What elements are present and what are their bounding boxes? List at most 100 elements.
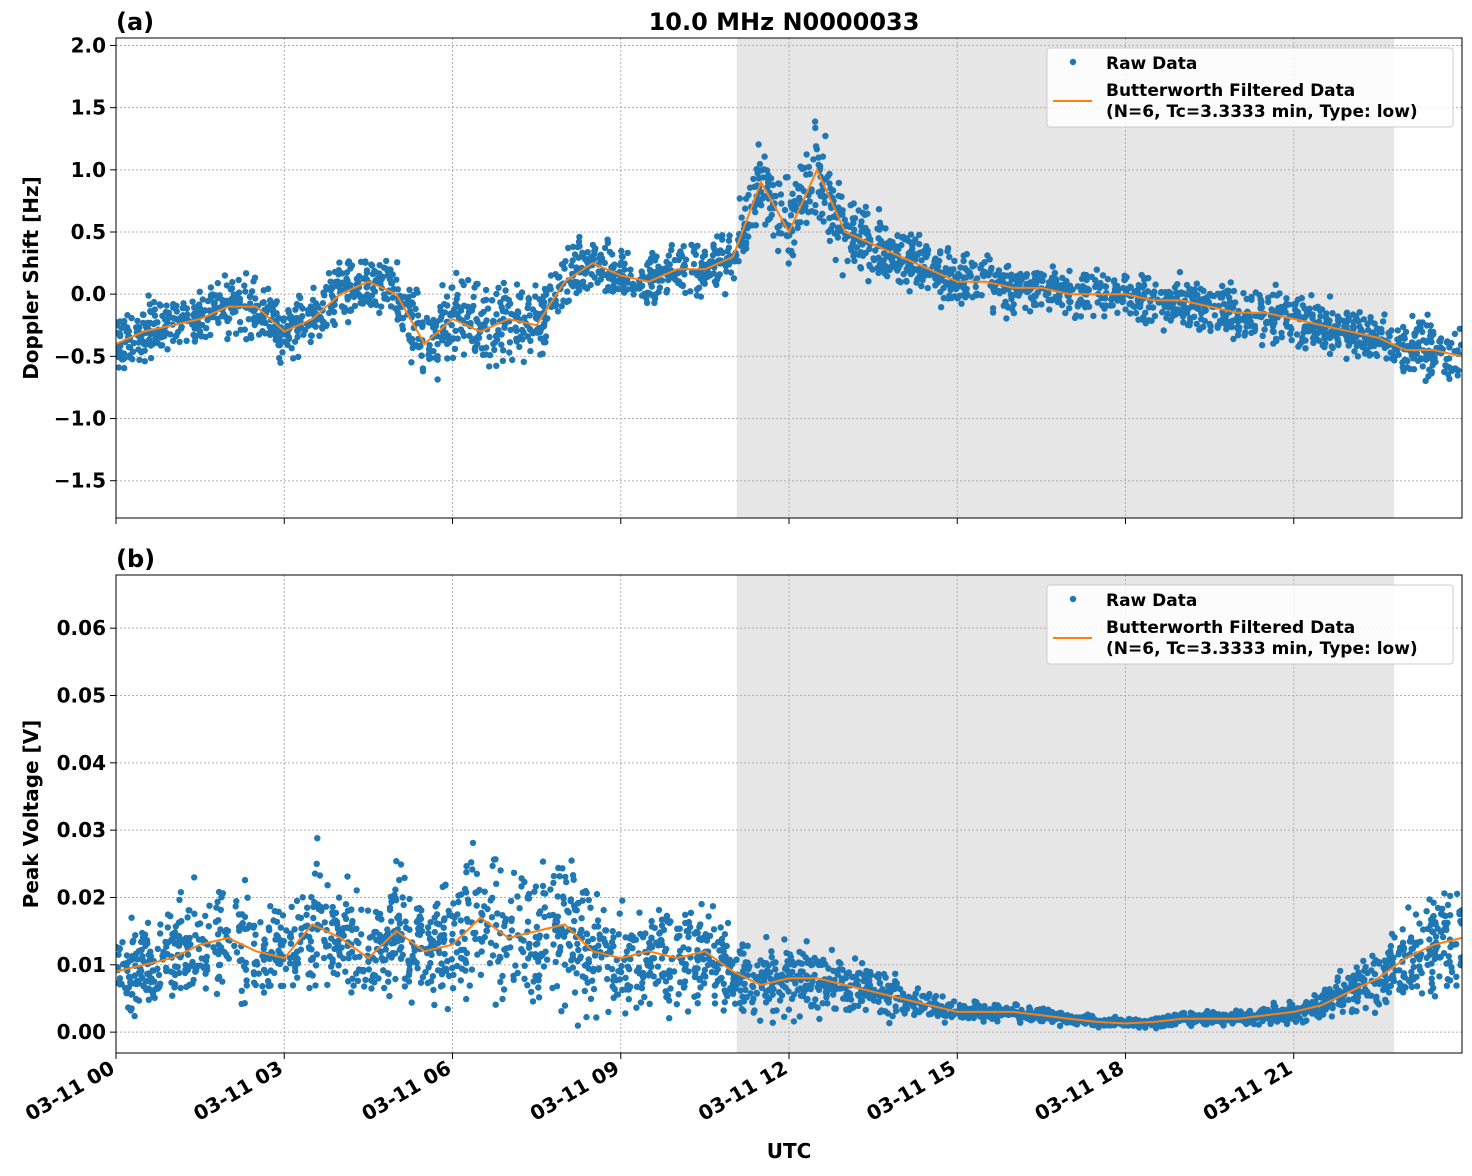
- raw-point: [415, 312, 421, 318]
- raw-point: [875, 235, 881, 241]
- raw-point: [392, 976, 398, 982]
- raw-point: [414, 965, 420, 971]
- raw-point: [803, 171, 809, 177]
- raw-point: [612, 986, 618, 992]
- raw-point: [380, 967, 386, 973]
- raw-point: [295, 956, 301, 962]
- raw-point: [594, 891, 600, 897]
- raw-point: [511, 312, 517, 318]
- raw-point: [897, 279, 903, 285]
- raw-point: [625, 964, 631, 970]
- raw-point: [770, 1008, 776, 1014]
- y-tick-label: −1.5: [54, 469, 106, 493]
- raw-point: [306, 985, 312, 991]
- raw-point: [916, 250, 922, 256]
- raw-point: [490, 952, 496, 958]
- raw-point: [913, 279, 919, 285]
- raw-point: [739, 994, 745, 1000]
- raw-point: [740, 248, 746, 254]
- raw-point: [540, 858, 546, 864]
- raw-point: [1364, 340, 1370, 346]
- raw-point: [1432, 993, 1438, 999]
- raw-point: [376, 936, 382, 942]
- raw-point: [892, 971, 898, 977]
- legend-raw-marker: [1070, 59, 1076, 65]
- raw-point: [1174, 281, 1180, 287]
- raw-point: [804, 938, 810, 944]
- raw-point: [821, 961, 827, 967]
- raw-point: [453, 270, 459, 276]
- raw-point: [412, 306, 418, 312]
- raw-point: [252, 932, 258, 938]
- raw-point: [578, 927, 584, 933]
- raw-point: [116, 946, 122, 952]
- raw-point: [844, 258, 850, 264]
- raw-point: [275, 335, 281, 341]
- raw-point: [170, 970, 176, 976]
- raw-point: [649, 250, 655, 256]
- raw-point: [450, 355, 456, 361]
- raw-point: [434, 376, 440, 382]
- raw-point: [630, 291, 636, 297]
- raw-point: [493, 363, 499, 369]
- raw-point: [167, 331, 173, 337]
- raw-point: [704, 937, 710, 943]
- raw-point: [144, 937, 150, 943]
- raw-point: [521, 976, 527, 982]
- raw-point: [906, 250, 912, 256]
- raw-point: [163, 309, 169, 315]
- raw-point: [622, 975, 628, 981]
- raw-point: [786, 260, 792, 266]
- raw-point: [1105, 276, 1111, 282]
- raw-point: [1000, 272, 1006, 278]
- legend-raw-label: Raw Data: [1106, 54, 1197, 74]
- raw-point: [289, 904, 295, 910]
- raw-point: [348, 989, 354, 995]
- raw-point: [1082, 304, 1088, 310]
- raw-point: [1400, 368, 1406, 374]
- raw-point: [215, 280, 221, 286]
- raw-point: [501, 280, 507, 286]
- raw-point: [639, 980, 645, 986]
- raw-point: [1103, 290, 1109, 296]
- raw-point: [401, 875, 407, 881]
- raw-point: [566, 298, 572, 304]
- raw-point: [430, 973, 436, 979]
- raw-point: [664, 287, 670, 293]
- raw-point: [710, 903, 716, 909]
- raw-point: [685, 1008, 691, 1014]
- raw-point: [222, 272, 228, 278]
- raw-point: [1273, 338, 1279, 344]
- raw-point: [358, 931, 364, 937]
- raw-point: [343, 901, 349, 907]
- raw-point: [409, 953, 415, 959]
- raw-point: [368, 261, 374, 267]
- raw-point: [659, 955, 665, 961]
- raw-point: [1094, 267, 1100, 273]
- raw-point: [601, 907, 607, 913]
- raw-point: [314, 861, 320, 867]
- raw-point: [1067, 299, 1073, 305]
- raw-point: [832, 983, 838, 989]
- raw-point: [648, 918, 654, 924]
- raw-point: [1276, 290, 1282, 296]
- raw-point: [203, 325, 209, 331]
- raw-point: [1273, 282, 1279, 288]
- raw-point: [426, 342, 432, 348]
- raw-point: [892, 1003, 898, 1009]
- raw-point: [1158, 290, 1164, 296]
- raw-point: [1004, 264, 1010, 270]
- raw-point: [634, 984, 640, 990]
- raw-point: [313, 962, 319, 968]
- raw-point: [458, 917, 464, 923]
- raw-point: [1335, 974, 1341, 980]
- raw-point: [416, 344, 422, 350]
- raw-point: [602, 260, 608, 266]
- raw-point: [694, 292, 700, 298]
- raw-point: [345, 260, 351, 266]
- raw-point: [788, 249, 794, 255]
- raw-point: [1206, 321, 1212, 327]
- raw-point: [1008, 272, 1014, 278]
- raw-point: [202, 913, 208, 919]
- raw-point: [292, 307, 298, 313]
